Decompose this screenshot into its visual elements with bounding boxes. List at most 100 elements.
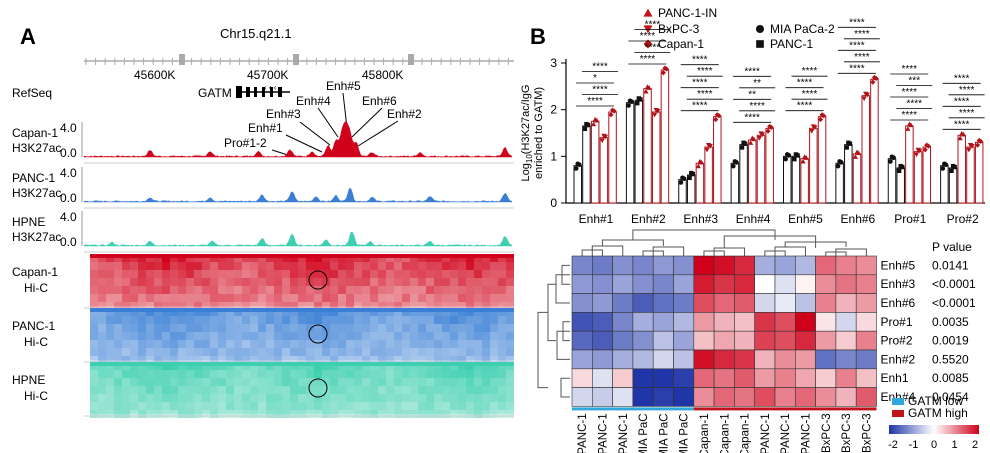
data-point [698,159,705,165]
hic-cell [322,378,330,386]
hic-cell [162,262,170,270]
legend-marker [643,8,653,17]
hic-cell [418,386,426,394]
hic-cell [378,286,386,294]
heatmap-cell [794,255,816,276]
hic-cell [282,316,290,324]
hic-cell [114,324,122,332]
data-point [734,160,739,165]
hic-cell [122,410,130,418]
heatmap-cell [652,255,674,276]
row-dendrogram [537,264,570,398]
hic-cell [314,302,322,310]
hic-cell [306,356,314,364]
hic-cell [282,370,290,378]
svg-text:‹ ‹ ‹: ‹ ‹ ‹ [264,83,277,92]
hic-cell [266,262,274,270]
hic-cell [114,278,122,286]
hic-cell [298,348,306,356]
hic-cell [258,278,266,286]
hic-cell [466,262,474,270]
hic-cell [410,294,418,302]
hic-cell [402,356,410,364]
hic-cell [106,370,114,378]
hic-cell [418,316,426,324]
hic-cell [482,286,490,294]
heatmap-cell [591,274,613,294]
group-legend-label: GATM high [908,406,968,420]
hic-cell [210,270,218,278]
heatmap-cell [591,293,613,313]
legend-label: Capan-1 [658,37,704,51]
data-point [602,134,609,140]
hic-cell [194,332,202,340]
heatmap-cell [855,255,877,276]
hic-cell [338,394,346,402]
column-label: Capan-1 [719,413,731,453]
hic-cell [354,286,362,294]
hic-cell [498,348,506,356]
bar [948,167,958,204]
hic-cell [130,302,138,310]
hic-cell [250,410,258,418]
heatmap-cell [774,293,796,313]
hic-cell [482,410,490,418]
hic-cell [418,378,426,386]
hic-cell [218,378,226,386]
hic-cell [146,378,154,386]
hic-cell [474,348,482,356]
hic-cell [266,348,274,356]
hic-cell [394,386,402,394]
hic-cell [386,410,394,418]
hic-cell [506,286,514,294]
hic-cell [226,324,234,332]
hic-map: Capan-1 Hi-C [12,254,514,310]
significance-label: **** [744,112,760,123]
hic-cell [218,270,226,278]
hic-cell [386,332,394,340]
hic-cell [434,402,442,410]
bar [608,111,617,204]
hic-cell [114,394,122,402]
significance-label: **** [849,63,865,74]
heatmap-cell [652,274,674,294]
hic-cell [138,386,146,394]
hic-cell [490,386,498,394]
hic-cell [242,394,250,402]
hic-cell [154,316,162,324]
hic-cell [154,286,162,294]
row-label: Enh#2 [881,352,916,366]
hic-cell [114,294,122,302]
hic-cell [130,386,138,394]
hic-cell [274,332,282,340]
hic-label: Capan-1 [12,265,58,279]
hic-cell [506,270,514,278]
heatmap-cell [673,274,695,294]
hic-cell [146,286,154,294]
pvalue: 0.0035 [932,315,969,329]
hic-cell [178,340,186,348]
hic-cell [106,278,114,286]
hic-cell [130,394,138,402]
hic-cell [482,394,490,402]
hic-cell [282,356,290,364]
hic-cell [210,278,218,286]
hic-cell [418,332,426,340]
hic-cell [346,370,354,378]
hic-cell [298,386,306,394]
heatmap-cell [632,255,654,276]
bar [835,162,844,204]
hic-cell [378,324,386,332]
track-ymin: 0.0 [60,191,77,205]
hic-cell [394,278,402,286]
hic-cell [90,410,98,418]
hic-cell [202,370,210,378]
hic-cell [194,286,202,294]
hic-cell [474,324,482,332]
hic-cell [154,324,162,332]
hic-cell [122,286,130,294]
hic-cell [370,386,378,394]
hic-cell [106,294,114,302]
hic-cell [282,270,290,278]
data-point [626,103,631,108]
